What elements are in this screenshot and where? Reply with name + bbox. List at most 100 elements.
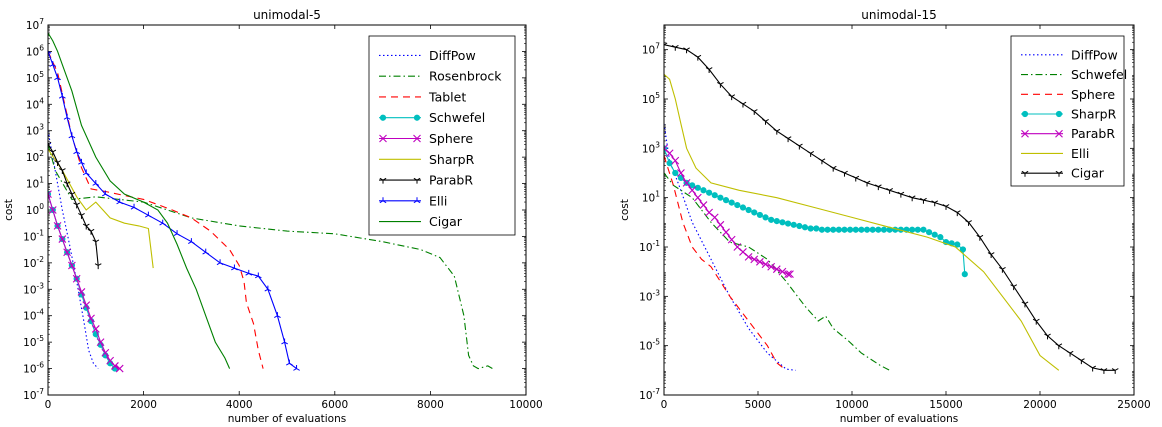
data-point-elli (281, 338, 288, 345)
data-point-elli (63, 113, 71, 120)
series-line-schwefel (664, 172, 890, 371)
legend-label: ParabR (429, 173, 473, 188)
data-point-cigar (863, 180, 871, 187)
y-tick-label: 106 (26, 43, 44, 58)
data-point-sharpr (875, 226, 882, 233)
data-point-parabr (92, 239, 100, 246)
data-point-parabr (688, 186, 697, 195)
data-point-parabr (722, 228, 730, 237)
series-sharpr (48, 148, 154, 269)
data-point-elli (48, 47, 52, 54)
data-point-parabr (710, 213, 719, 222)
x-tick-label: 20000 (1023, 399, 1056, 411)
data-point-elli (68, 132, 76, 139)
data-point-sharpr (852, 226, 859, 233)
legend-label: Sphere (429, 131, 473, 146)
data-point-sphere (48, 190, 52, 199)
data-point-cigar (1044, 333, 1051, 340)
legend-label: Schwefel (429, 110, 485, 125)
plot-frame (47, 24, 527, 396)
x-axis-label: number of evaluations (840, 413, 958, 425)
data-point-sphere (87, 314, 95, 323)
data-point-sharpr (961, 271, 968, 278)
data-point-sphere (48, 206, 57, 214)
data-point-elli (188, 238, 195, 244)
data-point-parabr (48, 141, 52, 148)
data-point-cigar (1055, 343, 1063, 350)
legend-item-parabr: ParabR (379, 173, 473, 188)
data-point-parabr (772, 265, 781, 274)
data-point-parabr (94, 263, 102, 270)
data-point-elli (130, 203, 138, 210)
chart-unimodal-5: unimodal-5 number of evaluations cost 0 2000… (3, 8, 543, 425)
y-tick-label: 103 (642, 140, 660, 155)
x-axis-label: number of evaluations (228, 413, 346, 425)
legend: DiffPow Schwefel Sphere SharpR ParabR Elli Cig… (1010, 35, 1127, 187)
data-point-cigar (717, 81, 724, 88)
data-point-sphere (101, 348, 110, 357)
data-point-cigar (1032, 318, 1040, 325)
y-tick-label: 107 (26, 17, 44, 32)
legend-label: Cigar (1071, 166, 1105, 181)
x-tick-label: 6000 (321, 399, 348, 411)
legend-label: Elli (1071, 146, 1089, 161)
chart-title: unimodal-5 (253, 8, 321, 22)
legend-item-tablet: Tablet (379, 89, 466, 104)
series-line-parabr (48, 143, 99, 266)
data-point-sharpr (717, 194, 724, 201)
data-point-sharpr (858, 226, 865, 233)
data-point-sharpr (914, 226, 921, 233)
legend-marker (379, 134, 387, 143)
data-point-cigar (874, 184, 882, 191)
data-point-sharpr (756, 211, 763, 219)
data-point-elli (202, 248, 210, 255)
y-tick-label: 10-7 (23, 387, 44, 402)
legend-label: Rosenbrock (429, 69, 502, 84)
data-point-sharpr (739, 204, 747, 211)
legend-label: SharpR (429, 152, 475, 167)
data-point-sharpr (824, 226, 831, 233)
legend-marker (1055, 170, 1063, 177)
data-point-sharpr (728, 199, 735, 206)
data-point-cigar (728, 94, 736, 101)
data-point-sharpr (835, 226, 842, 233)
data-point-cigar (999, 266, 1006, 273)
legend-marker (1055, 129, 1063, 138)
data-point-sharpr (796, 222, 803, 230)
series-line-cigar (48, 32, 231, 369)
series-line-sharpr (48, 148, 154, 269)
data-point-sphere (82, 301, 91, 310)
series-line-sphere (48, 193, 120, 370)
series-schwefel (664, 172, 890, 371)
data-point-cigar (920, 197, 927, 204)
y-tick-label: 105 (642, 91, 660, 106)
data-point-sharpr (841, 226, 848, 233)
data-point-cigar (664, 42, 668, 49)
data-point-sharpr (937, 234, 944, 241)
data-point-parabr (63, 181, 71, 188)
data-point-sharpr (818, 226, 826, 233)
data-point-sharpr (768, 216, 775, 223)
series-rosenbrock (48, 143, 493, 370)
legend-item-cigar: Cigar (1021, 166, 1105, 181)
series-line-diffpow (48, 130, 99, 369)
x-tick-label: 0 (661, 399, 668, 411)
series-cigar (664, 42, 1119, 374)
data-point-parabr (699, 201, 708, 209)
legend-label: ParabR (1071, 126, 1115, 141)
data-point-sharpr (790, 221, 797, 228)
data-point-parabr (54, 160, 61, 167)
legend: DiffPow Rosenbrock Tablet Schwefel Sphere Sha… (368, 35, 516, 236)
data-point-elli (274, 312, 281, 318)
data-point-sharpr (751, 209, 758, 216)
data-point-sharpr (773, 218, 780, 225)
series-sphere (664, 155, 787, 371)
data-point-elli (216, 259, 224, 266)
series-elli (664, 73, 1060, 371)
data-point-cigar (953, 210, 961, 217)
data-point-sharpr (672, 169, 679, 177)
data-point-sharpr (847, 226, 854, 233)
series-parabr (664, 144, 794, 279)
y-tick-label: 10-1 (23, 228, 44, 243)
